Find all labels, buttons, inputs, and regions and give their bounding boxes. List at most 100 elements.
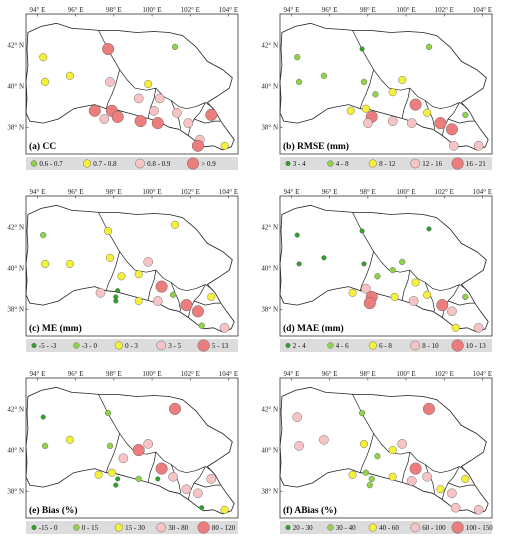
station-marker [409,98,422,111]
station-marker [422,471,432,482]
station-marker [360,78,368,86]
station-marker [113,482,119,488]
station-marker [363,297,376,310]
legend-label: 3 - 5 [168,342,181,350]
legend-label: 0.7 - 0.8 [93,160,117,168]
panel-label: (e) Bias (%) [29,505,78,516]
lat-tick-label: 38° N [261,124,278,132]
lon-tick-label: 96° E [322,188,338,196]
station-marker [473,322,484,333]
legend-swatch [156,340,166,351]
lon-tick-label: 100° E [142,370,161,378]
station-marker [65,259,74,268]
lon-tick-label: 102° E [435,188,454,196]
legend-swatch [327,160,334,167]
lon-tick-label: 96° E [322,6,338,14]
panel-label: (a) CC [29,141,56,152]
internal-boundary [147,452,157,483]
station-marker [154,93,165,104]
map-panel: 94° E 96° E 98° E 100° E 102° E 104° E 42° N 40… [7,6,239,170]
legend-swatch [114,341,123,350]
internal-boundary [424,282,436,312]
legend-label: 8 - 10 [422,342,439,350]
legend-label: -15 - 0 [39,524,58,532]
station-marker [168,402,181,415]
legend-swatch [327,524,334,531]
internal-boundary [147,270,157,301]
internal-boundary [105,69,120,109]
region-outline [25,22,235,151]
lon-tick-label: 102° E [435,6,454,14]
internal-boundary [359,69,374,109]
lat-tick-label: 40° N [261,265,278,273]
lon-tick-label: 104° E [473,6,492,14]
legend-label: 4 - 6 [336,342,349,350]
station-marker [361,104,370,113]
station-marker [406,118,417,128]
station-marker [389,267,396,274]
station-marker [447,306,457,317]
station-marker [117,272,126,281]
legend-label: > 0.9 [201,160,216,168]
station-marker [423,402,436,415]
station-marker [155,462,168,475]
lat-tick-label: 40° N [7,447,24,455]
map-panel: 94° E 96° E 98° E 100° E 102° E 104° E 42° N 40… [261,6,493,170]
station-marker [388,446,397,455]
legend-box [26,521,238,534]
internal-boundary [147,88,157,119]
legend-swatch [368,523,377,532]
lat-tick-label: 40° N [7,265,24,273]
station-marker [411,278,420,287]
station-marker [436,299,449,312]
region-outline [25,204,235,333]
station-marker [104,409,112,417]
legend-label: -3 - 0 [82,342,98,350]
lat-tick-label: 38° N [261,306,278,314]
station-marker [39,53,48,62]
station-marker [294,441,304,451]
internal-boundary [193,300,221,306]
station-marker [423,290,432,299]
legend-swatch [114,523,123,532]
station-marker [168,471,178,482]
region-outline [279,22,489,151]
station-marker [172,108,182,118]
map-panel: 94° E 96° E 98° E 100° E 102° E 104° E 42° N 40… [7,370,239,534]
station-marker [107,468,116,477]
legend-label: 12 - 16 [422,160,442,168]
legend-label: 6 - 8 [379,342,392,350]
internal-boundary [193,482,221,488]
station-marker [41,77,50,86]
lon-tick-label: 96° E [68,6,84,14]
legend-label: 0 - 3 [125,342,138,350]
legend-swatch [327,342,334,349]
legend-label: 5 - 13 [212,342,229,350]
legend-swatch [82,159,91,168]
legend-swatch [73,524,80,531]
station-marker [296,261,302,267]
station-marker [390,292,399,301]
internal-boundary [205,284,216,294]
legend-label: 80 - 120 [212,524,236,532]
station-marker [205,108,218,121]
station-marker [320,72,328,79]
station-marker [155,476,161,482]
station-marker [372,91,379,98]
station-marker [319,434,329,445]
map-panel: 94° E 96° E 98° E 100° E 102° E 104° E 42° N 40… [261,370,493,534]
station-marker [398,75,407,84]
station-marker [359,409,366,417]
lon-tick-label: 94° E [284,188,300,196]
station-marker [361,283,371,294]
legend-label: 0 - 15 [82,524,99,532]
internal-boundary [459,466,470,476]
legend-swatch [285,525,291,531]
legend-label: 40 - 60 [379,524,399,532]
station-marker [294,232,300,238]
station-marker [423,108,432,117]
legend-swatch [368,159,377,168]
legend-swatch [135,158,145,169]
station-marker [65,435,74,444]
